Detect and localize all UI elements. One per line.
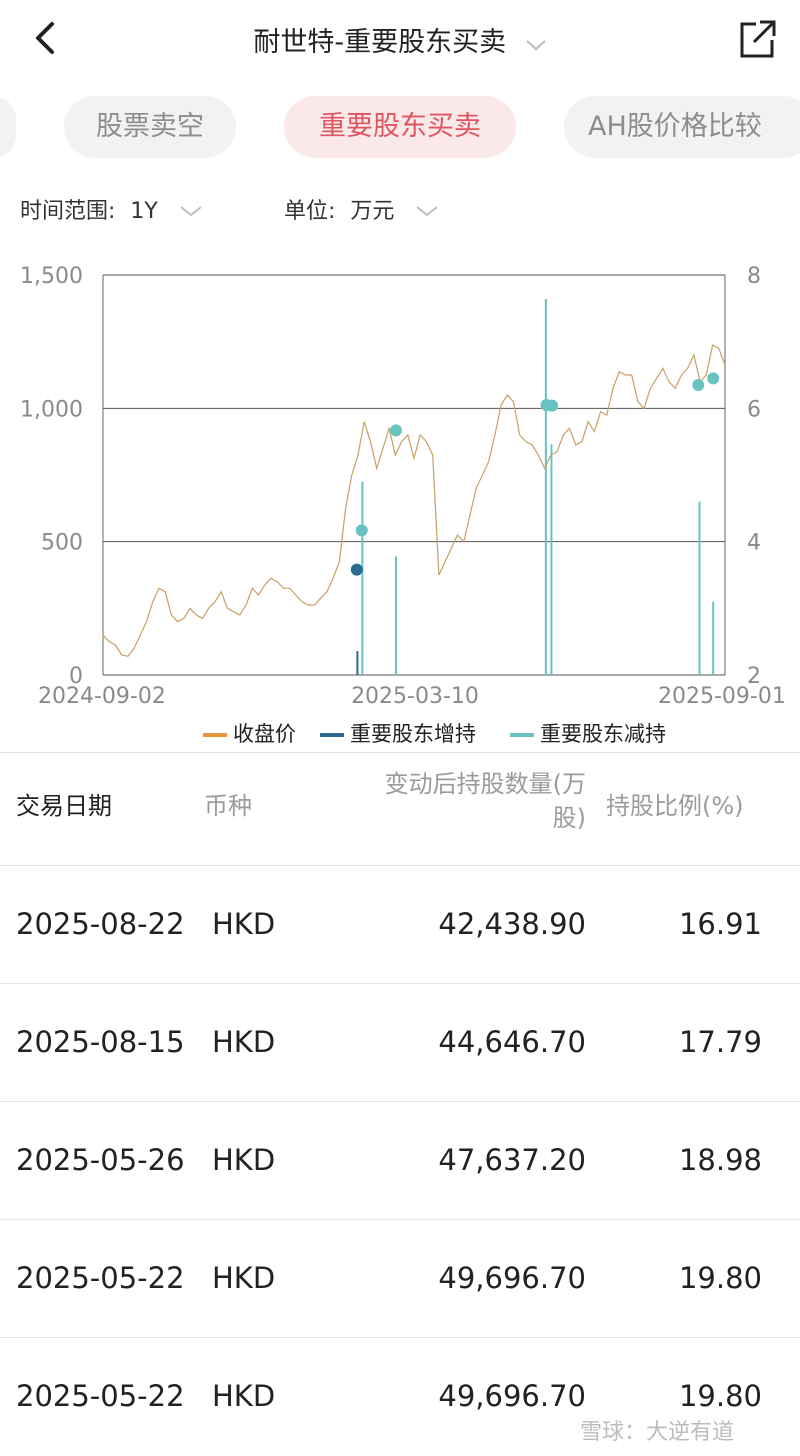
chevron-down-icon xyxy=(525,28,547,59)
table-row[interactable]: 2025-05-26 HKD 47,637.20 18.98 xyxy=(0,1101,800,1220)
unit-selector[interactable]: 单位: 万元 xyxy=(284,192,439,232)
shareholder-trade-chart: 0 500 1,000 1,500 2 4 6 8 2024-09-02 2025-03-10 20… xyxy=(0,250,800,720)
cell-currency: HKD xyxy=(212,1379,276,1413)
cell-ratio: 19.80 xyxy=(678,1261,762,1295)
table-row[interactable]: 2025-08-22 HKD 42,438.90 16.91 xyxy=(0,865,800,984)
cell-currency: HKD xyxy=(212,1025,276,1059)
chevron-left-icon xyxy=(36,22,54,54)
y-tick-label-right: 8 xyxy=(747,264,761,289)
cell-currency: HKD xyxy=(212,1261,276,1295)
y-tick-label-left: 500 xyxy=(41,531,83,556)
unit-value: 万元 xyxy=(350,199,395,224)
legend-item-decrease[interactable]: 重要股东减持 xyxy=(510,718,666,750)
cell-holdings: 49,696.70 xyxy=(438,1379,586,1413)
legend-swatch xyxy=(510,733,534,737)
time-range-value: 1Y xyxy=(130,199,158,224)
legend-item-increase[interactable]: 重要股东增持 xyxy=(320,718,476,750)
cell-holdings: 47,637.20 xyxy=(438,1143,586,1177)
decrease-marker xyxy=(389,424,402,437)
cell-holdings: 42,438.90 xyxy=(438,907,586,941)
legend-swatch xyxy=(320,733,344,737)
time-range-selector[interactable]: 时间范围: 1Y xyxy=(20,192,203,232)
decrease-marker xyxy=(355,524,368,537)
decrease-marker xyxy=(692,379,705,391)
cell-date: 2025-05-22 xyxy=(16,1261,185,1295)
legend-label: 重要股东减持 xyxy=(540,722,666,746)
chevron-down-icon xyxy=(179,192,203,232)
tab-short-selling[interactable]: 股票卖空 xyxy=(64,96,236,158)
y-tick-label-right: 6 xyxy=(747,397,761,422)
page-title: 耐世特-重要股东买卖 xyxy=(253,27,507,58)
table-row[interactable]: 2025-05-22 HKD 49,696.70 19.80 xyxy=(0,1219,800,1338)
header-trade-date[interactable]: 交易日期 xyxy=(16,792,112,820)
watermark: 雪球：大逆有道 xyxy=(580,1420,735,1445)
cell-ratio: 16.91 xyxy=(678,907,762,941)
chart-canvas: 0 500 1,000 1,500 2 4 6 8 2024-09-02 2025-03-10 20… xyxy=(20,264,786,709)
cell-date: 2025-05-22 xyxy=(16,1379,185,1413)
tab-major-shareholder-trades[interactable]: 重要股东买卖 xyxy=(284,96,516,158)
cell-currency: HKD xyxy=(212,907,276,941)
share-button[interactable] xyxy=(736,18,778,60)
cell-ratio: 18.98 xyxy=(678,1143,762,1177)
legend-item-close-price[interactable]: 收盘价 xyxy=(203,718,296,750)
cell-currency: HKD xyxy=(212,1143,276,1177)
header-currency[interactable]: 币种 xyxy=(204,792,252,820)
x-tick-label: 2024-09-02 xyxy=(38,684,166,709)
cell-ratio: 17.79 xyxy=(678,1025,762,1059)
y-tick-label-right: 2 xyxy=(747,664,761,689)
chevron-down-icon xyxy=(415,192,439,232)
legend-label: 重要股东增持 xyxy=(350,722,476,746)
back-button[interactable] xyxy=(28,18,64,58)
decrease-marker xyxy=(707,372,720,385)
legend-label: 收盘价 xyxy=(233,722,296,746)
tab-previous-partial[interactable] xyxy=(0,96,16,158)
section-tabs: 股票卖空 重要股东买卖 AH股价格比较 xyxy=(0,96,800,158)
table-row[interactable]: 2025-08-15 HKD 44,646.70 17.79 xyxy=(0,983,800,1102)
cell-ratio: 19.80 xyxy=(678,1379,762,1413)
header-holdings[interactable]: 变动后持股数量(万 股) xyxy=(340,767,586,835)
y-tick-label-right: 4 xyxy=(747,531,761,556)
cell-date: 2025-08-22 xyxy=(16,907,185,941)
tab-ah-price-compare[interactable]: AH股价格比较 xyxy=(564,96,800,158)
x-tick-label: 2025-03-10 xyxy=(351,684,479,709)
close-price-line xyxy=(102,344,726,657)
header-holdings-line1: 变动后持股数量(万 xyxy=(384,770,586,798)
decrease-marker xyxy=(546,399,559,412)
page-title-dropdown[interactable]: 耐世特-重要股东买卖 xyxy=(0,20,800,59)
share-external-icon xyxy=(740,20,776,58)
y-tick-label-left: 1,500 xyxy=(20,264,83,289)
cell-holdings: 49,696.70 xyxy=(438,1261,586,1295)
top-bar: 耐世特-重要股东买卖 xyxy=(0,0,800,78)
cell-holdings: 44,646.70 xyxy=(438,1025,586,1059)
cell-date: 2025-08-15 xyxy=(16,1025,185,1059)
table-header: 交易日期 币种 变动后持股数量(万 股) 持股比例(%) xyxy=(0,752,800,866)
filter-bar: 时间范围: 1Y 单位: 万元 xyxy=(0,192,800,232)
x-tick-label: 2025-09-01 xyxy=(658,684,786,709)
header-ratio[interactable]: 持股比例(%) xyxy=(606,792,744,820)
table-row[interactable]: 2025-05-22 HKD 49,696.70 19.80 xyxy=(0,1337,800,1455)
time-range-label: 时间范围: xyxy=(20,199,116,224)
chart-legend: 收盘价 重要股东增持 重要股东减持 xyxy=(0,718,800,750)
y-tick-label-left: 1,000 xyxy=(20,397,83,422)
cell-date: 2025-05-26 xyxy=(16,1143,185,1177)
legend-swatch xyxy=(203,733,227,737)
unit-label: 单位: xyxy=(284,199,336,224)
header-holdings-line2: 股) xyxy=(552,804,586,832)
y-tick-label-left: 0 xyxy=(69,664,83,689)
increase-marker xyxy=(350,563,363,576)
